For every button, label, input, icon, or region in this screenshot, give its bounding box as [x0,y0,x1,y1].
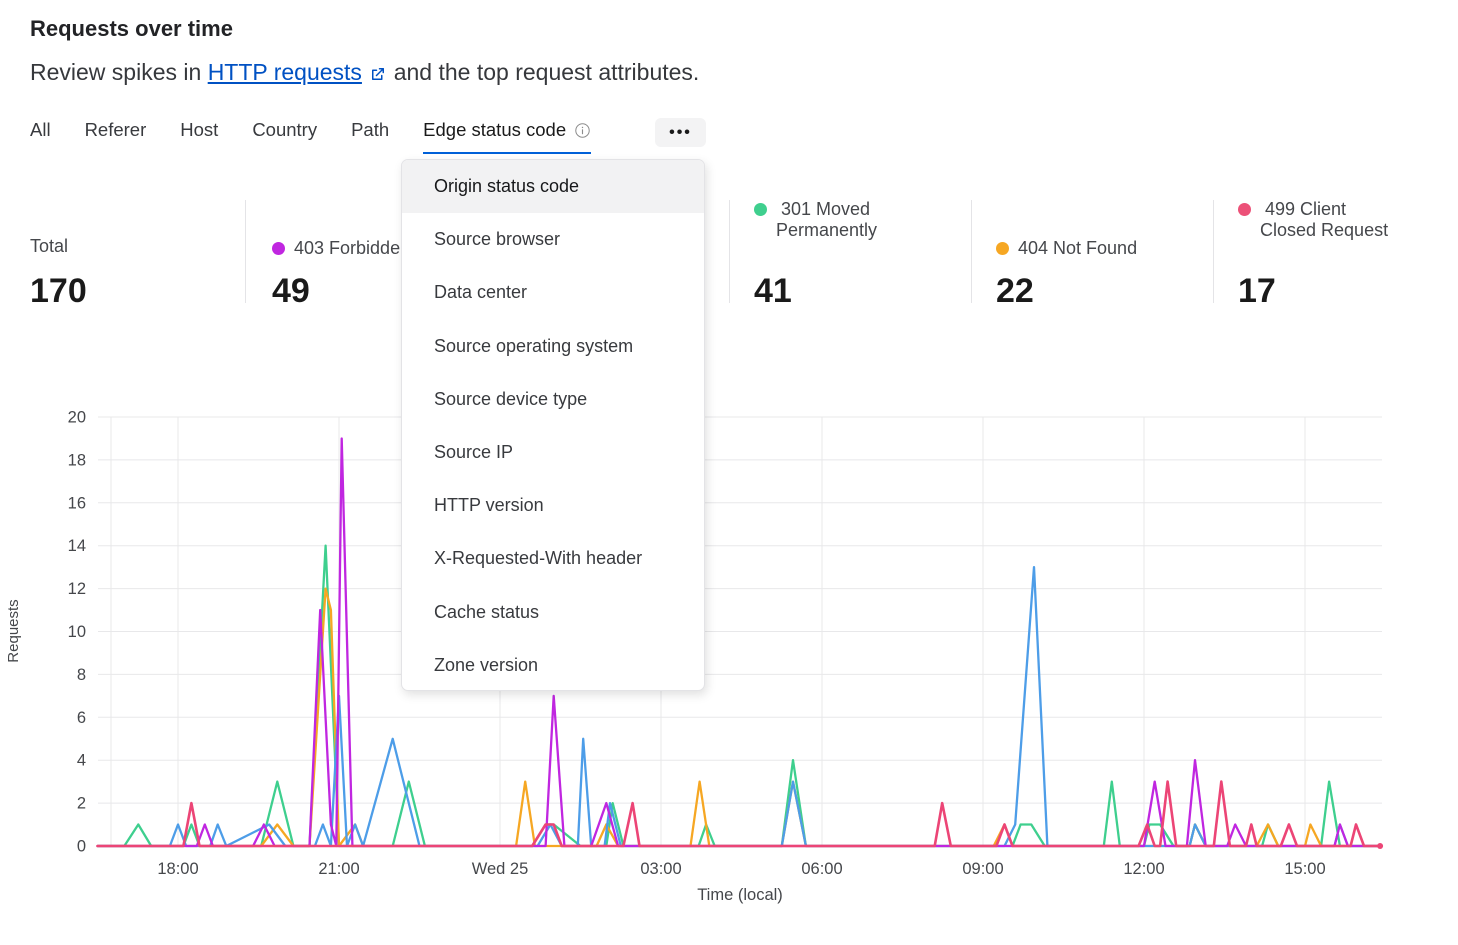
svg-text:18:00: 18:00 [157,860,198,878]
svg-text:21:00: 21:00 [318,860,359,878]
svg-text:0: 0 [77,838,86,856]
svg-text:18: 18 [68,451,86,469]
svg-text:2: 2 [77,795,86,813]
svg-text:20: 20 [68,409,86,427]
svg-text:10: 10 [68,623,86,641]
svg-text:Time (local): Time (local) [697,886,783,904]
svg-text:09:00: 09:00 [962,860,1003,878]
svg-text:16: 16 [68,494,86,512]
svg-text:6: 6 [77,709,86,727]
svg-text:8: 8 [77,666,86,684]
svg-text:06:00: 06:00 [801,860,842,878]
svg-text:14: 14 [68,537,86,555]
svg-text:4: 4 [77,752,86,770]
svg-text:12: 12 [68,580,86,598]
svg-text:03:00: 03:00 [640,860,681,878]
svg-text:Wed 25: Wed 25 [472,860,529,878]
svg-text:12:00: 12:00 [1123,860,1164,878]
svg-text:Requests: Requests [5,599,22,662]
svg-text:15:00: 15:00 [1284,860,1325,878]
